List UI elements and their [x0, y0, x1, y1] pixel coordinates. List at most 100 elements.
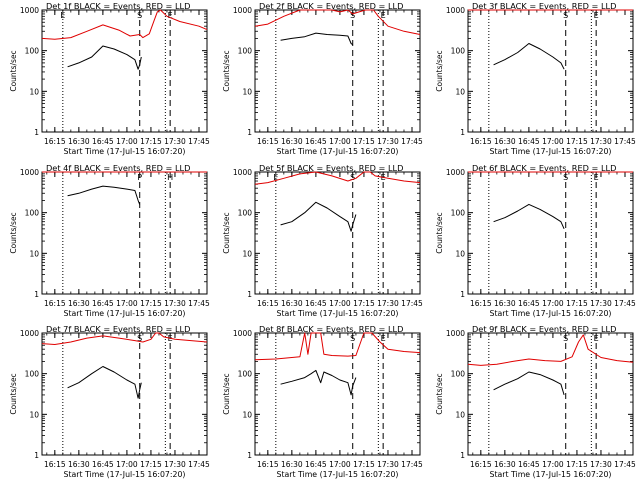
x-tick-label: 16:45: [518, 137, 540, 146]
y-tick-label: 100: [25, 209, 40, 218]
y-tick-label: 1: [247, 128, 252, 137]
plot-frame: [254, 332, 421, 456]
x-tick-label: 17:15: [353, 299, 375, 308]
y-tick-label: 1000: [446, 168, 465, 177]
time-marker-label: S: [137, 11, 142, 20]
time-marker-label: S: [563, 11, 568, 20]
series-line-lld: [254, 332, 421, 361]
x-tick-label: 17:15: [566, 137, 588, 146]
y-tick-label: 100: [451, 370, 466, 379]
plot-frame: [254, 9, 421, 133]
y-tick-label: 100: [25, 47, 40, 56]
panel-det-2: Det 2f BLACK = Events, RED = LLD 1 10 100 10…: [222, 1, 423, 156]
time-marker-label: E: [594, 334, 599, 343]
x-tick-label: 16:15: [470, 460, 492, 469]
panel-title: Det 9f BLACK = Events, RED = LLD: [472, 324, 616, 334]
x-tick-label: 17:15: [566, 299, 588, 308]
y-tick-label: 100: [451, 47, 466, 56]
series-line-events: [493, 371, 565, 396]
y-axis-label: Counts/sec: [435, 212, 444, 253]
x-tick-label: 17:30: [590, 460, 612, 469]
x-tick-label: 17:45: [188, 137, 210, 146]
x-tick-label: 17:45: [401, 299, 423, 308]
panel-title: Det 5f BLACK = Events, RED = LLD: [259, 163, 403, 173]
x-tick-label: 16:30: [68, 460, 90, 469]
time-marker-label: E: [273, 173, 278, 182]
x-tick-label: 17:30: [164, 299, 186, 308]
y-axis-label: Counts/sec: [222, 212, 231, 253]
y-tick-label: 1000: [233, 329, 252, 338]
x-tick-label: 16:15: [257, 460, 279, 469]
y-tick-label: 1: [460, 451, 465, 460]
y-tick-label: 100: [451, 209, 466, 218]
series-line-lld: [41, 9, 208, 40]
plot-frame: [467, 9, 634, 133]
x-tick-label: 17:30: [164, 137, 186, 146]
x-tick-label: 16:45: [305, 299, 327, 308]
series-line-events: [493, 43, 565, 70]
y-tick-label: 1: [247, 451, 252, 460]
y-tick-label: 10: [242, 410, 252, 419]
y-tick-label: 100: [238, 47, 253, 56]
panel-title: Det 7f BLACK = Events, RED = LLD: [46, 324, 190, 334]
series-line-events: [280, 201, 357, 232]
panel-det-1: Det 1f BLACK = Events, RED = LLD 1 10 100 10…: [9, 1, 210, 156]
plot-frame: [254, 171, 421, 295]
time-marker-label: E: [168, 11, 173, 20]
x-tick-label: 16:30: [281, 460, 303, 469]
y-tick-label: 10: [29, 249, 39, 258]
y-tick-label: 10: [29, 410, 39, 419]
x-tick-label: 16:15: [257, 299, 279, 308]
x-tick-label: 17:30: [377, 299, 399, 308]
x-axis-label: Start Time (17-Jul-15 16:07:20): [64, 309, 186, 318]
y-tick-label: 100: [238, 370, 253, 379]
y-axis-label: Counts/sec: [435, 373, 444, 414]
y-axis-label: Counts/sec: [435, 50, 444, 91]
y-tick-label: 10: [242, 249, 252, 258]
x-tick-label: 16:30: [494, 137, 516, 146]
series-line-lld: [254, 171, 421, 185]
x-tick-label: 17:45: [614, 299, 636, 308]
x-tick-label: 16:45: [92, 460, 114, 469]
plot-frame: [467, 332, 634, 456]
x-tick-label: 17:15: [353, 460, 375, 469]
x-tick-label: 16:45: [518, 460, 540, 469]
y-tick-label: 10: [455, 87, 465, 96]
x-tick-label: 17:30: [164, 460, 186, 469]
y-tick-label: 1000: [446, 329, 465, 338]
series-line-lld: [41, 332, 208, 345]
x-tick-label: 16:30: [494, 299, 516, 308]
x-tick-label: 16:30: [494, 460, 516, 469]
x-axis-label: Start Time (17-Jul-15 16:07:20): [64, 470, 186, 479]
x-tick-label: 17:00: [329, 460, 351, 469]
x-axis-label: Start Time (17-Jul-15 16:07:20): [277, 147, 399, 156]
x-tick-label: 16:30: [68, 137, 90, 146]
time-marker-label: E: [594, 173, 599, 182]
panel-title: Det 3f BLACK = Events, RED = LLD: [472, 1, 616, 11]
panel-det-6: Det 6f BLACK = Events, RED = LLD 1 10 100 10…: [435, 163, 636, 318]
time-marker-label: S: [563, 334, 568, 343]
y-tick-label: 1000: [20, 168, 39, 177]
panel-det-3: Det 3f BLACK = Events, RED = LLD 1 10 100 10…: [435, 1, 636, 156]
y-tick-label: 1: [34, 290, 39, 299]
y-axis-label: Counts/sec: [9, 373, 18, 414]
y-tick-label: 1000: [20, 329, 39, 338]
x-tick-label: 17:00: [542, 460, 564, 469]
y-tick-label: 1000: [233, 6, 252, 15]
series-line-events: [67, 45, 142, 70]
panel-title: Det 4f BLACK = Events, RED = LLD: [46, 163, 190, 173]
x-tick-label: 16:30: [68, 299, 90, 308]
x-tick-label: 17:45: [401, 137, 423, 146]
x-tick-label: 16:45: [92, 137, 114, 146]
x-axis-label: Start Time (17-Jul-15 16:07:20): [490, 309, 612, 318]
x-tick-label: 17:45: [614, 137, 636, 146]
series-line-events: [493, 203, 565, 230]
time-marker-label: E: [594, 11, 599, 20]
y-axis-label: Counts/sec: [222, 50, 231, 91]
x-tick-label: 16:15: [44, 460, 66, 469]
x-tick-label: 17:00: [329, 299, 351, 308]
panel-det-8: Det 8f BLACK = Events, RED = LLD 1 10 100 10…: [222, 324, 423, 479]
x-tick-label: 16:15: [257, 137, 279, 146]
series-line-events: [280, 32, 354, 46]
